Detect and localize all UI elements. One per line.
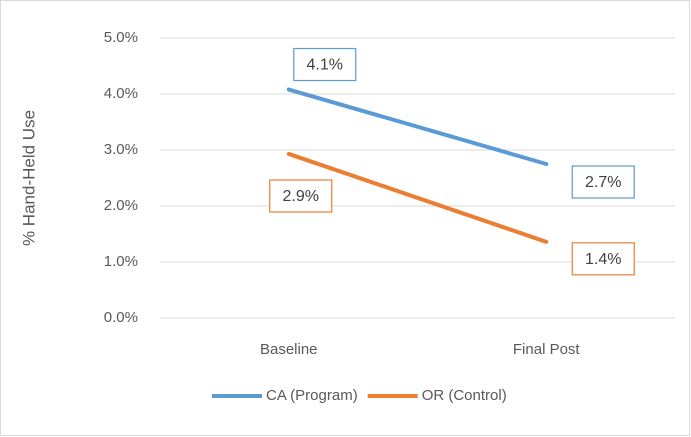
series-line: [286, 87, 549, 166]
y-tick-label: 2.0%: [104, 197, 138, 214]
data-label: 2.7%: [585, 174, 621, 191]
data-label: 2.9%: [283, 188, 319, 205]
x-tick-label: Final Post: [513, 341, 581, 358]
y-tick-label: 0.0%: [104, 309, 138, 326]
y-tick-label: 5.0%: [104, 29, 138, 46]
y-tick-label: 1.0%: [104, 253, 138, 270]
legend-label: OR (Control): [422, 387, 507, 404]
data-label-box: [571, 165, 635, 199]
y-tick-label: 3.0%: [104, 141, 138, 158]
data-label: 1.4%: [585, 251, 621, 268]
data-label-box: [269, 179, 333, 213]
y-tick-label: 4.0%: [104, 85, 138, 102]
legend-label: CA (Program): [266, 387, 358, 404]
data-label: 4.1%: [307, 57, 343, 74]
x-tick-label: Baseline: [260, 341, 318, 358]
data-label-box: [293, 47, 357, 82]
series-line: [286, 151, 549, 244]
y-axis-label: % Hand-Held Use: [19, 110, 38, 246]
data-label-box: [571, 242, 635, 276]
